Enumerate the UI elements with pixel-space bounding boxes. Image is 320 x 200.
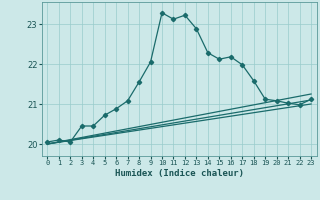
X-axis label: Humidex (Indice chaleur): Humidex (Indice chaleur) xyxy=(115,169,244,178)
